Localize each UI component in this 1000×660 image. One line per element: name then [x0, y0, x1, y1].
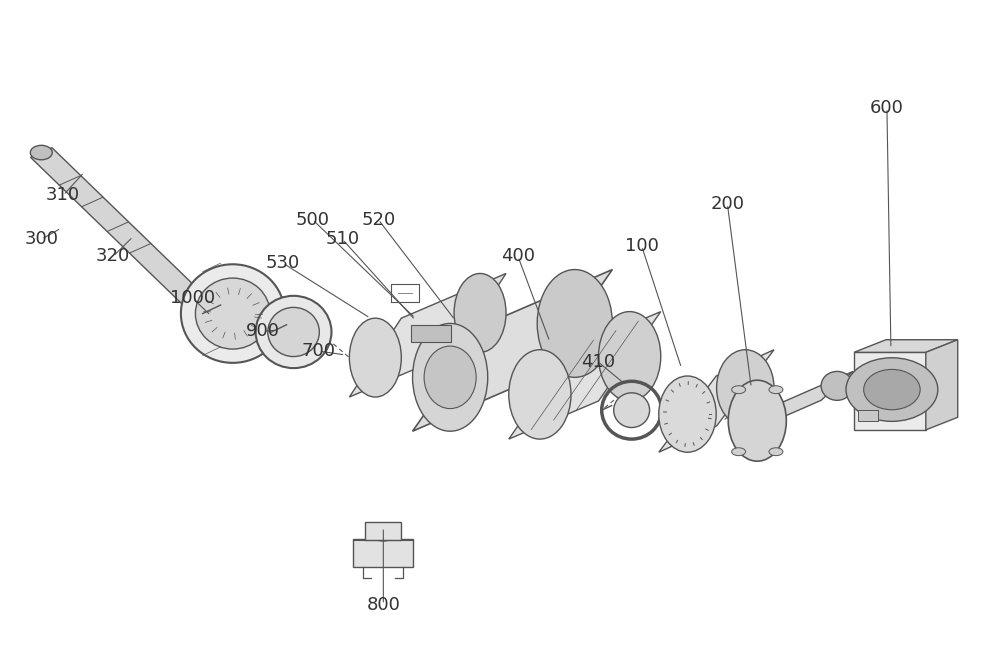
Text: 800: 800 — [366, 596, 400, 614]
Ellipse shape — [30, 145, 52, 160]
Ellipse shape — [181, 264, 285, 363]
Ellipse shape — [256, 296, 331, 368]
FancyBboxPatch shape — [858, 410, 878, 420]
Text: 1000: 1000 — [170, 290, 215, 308]
FancyBboxPatch shape — [854, 352, 926, 430]
FancyBboxPatch shape — [365, 522, 401, 541]
Text: 400: 400 — [501, 248, 535, 265]
Ellipse shape — [732, 447, 746, 455]
Text: 530: 530 — [265, 254, 300, 272]
Ellipse shape — [821, 372, 853, 401]
Ellipse shape — [187, 298, 215, 316]
Ellipse shape — [509, 350, 571, 439]
Text: 410: 410 — [581, 352, 615, 370]
Ellipse shape — [195, 278, 270, 349]
Text: 100: 100 — [625, 237, 659, 255]
Polygon shape — [741, 372, 853, 435]
Ellipse shape — [717, 350, 774, 426]
FancyBboxPatch shape — [411, 325, 451, 343]
Text: 900: 900 — [246, 322, 280, 341]
Ellipse shape — [864, 370, 920, 410]
Text: 600: 600 — [870, 99, 904, 117]
Text: 500: 500 — [296, 211, 330, 228]
Ellipse shape — [454, 273, 506, 352]
Ellipse shape — [846, 358, 938, 421]
Ellipse shape — [599, 312, 661, 401]
Polygon shape — [659, 350, 774, 452]
Polygon shape — [31, 148, 212, 312]
Ellipse shape — [413, 323, 488, 431]
Ellipse shape — [268, 308, 319, 356]
Ellipse shape — [424, 346, 476, 409]
Text: 510: 510 — [325, 230, 360, 248]
Text: 520: 520 — [361, 211, 395, 228]
Ellipse shape — [371, 528, 395, 541]
Text: 320: 320 — [96, 248, 130, 265]
Ellipse shape — [614, 393, 650, 428]
Ellipse shape — [659, 376, 716, 452]
Polygon shape — [349, 273, 506, 397]
Polygon shape — [926, 340, 958, 430]
Ellipse shape — [741, 407, 773, 435]
Ellipse shape — [769, 385, 783, 393]
Polygon shape — [854, 340, 958, 352]
Polygon shape — [509, 312, 661, 439]
Text: 300: 300 — [24, 230, 58, 248]
Text: 700: 700 — [302, 342, 336, 360]
Polygon shape — [413, 269, 612, 431]
Ellipse shape — [732, 385, 746, 393]
Ellipse shape — [537, 269, 612, 378]
Text: 200: 200 — [710, 195, 744, 213]
Text: 310: 310 — [46, 186, 80, 204]
Ellipse shape — [728, 380, 786, 461]
Ellipse shape — [349, 318, 401, 397]
Ellipse shape — [769, 447, 783, 455]
FancyBboxPatch shape — [353, 539, 413, 566]
